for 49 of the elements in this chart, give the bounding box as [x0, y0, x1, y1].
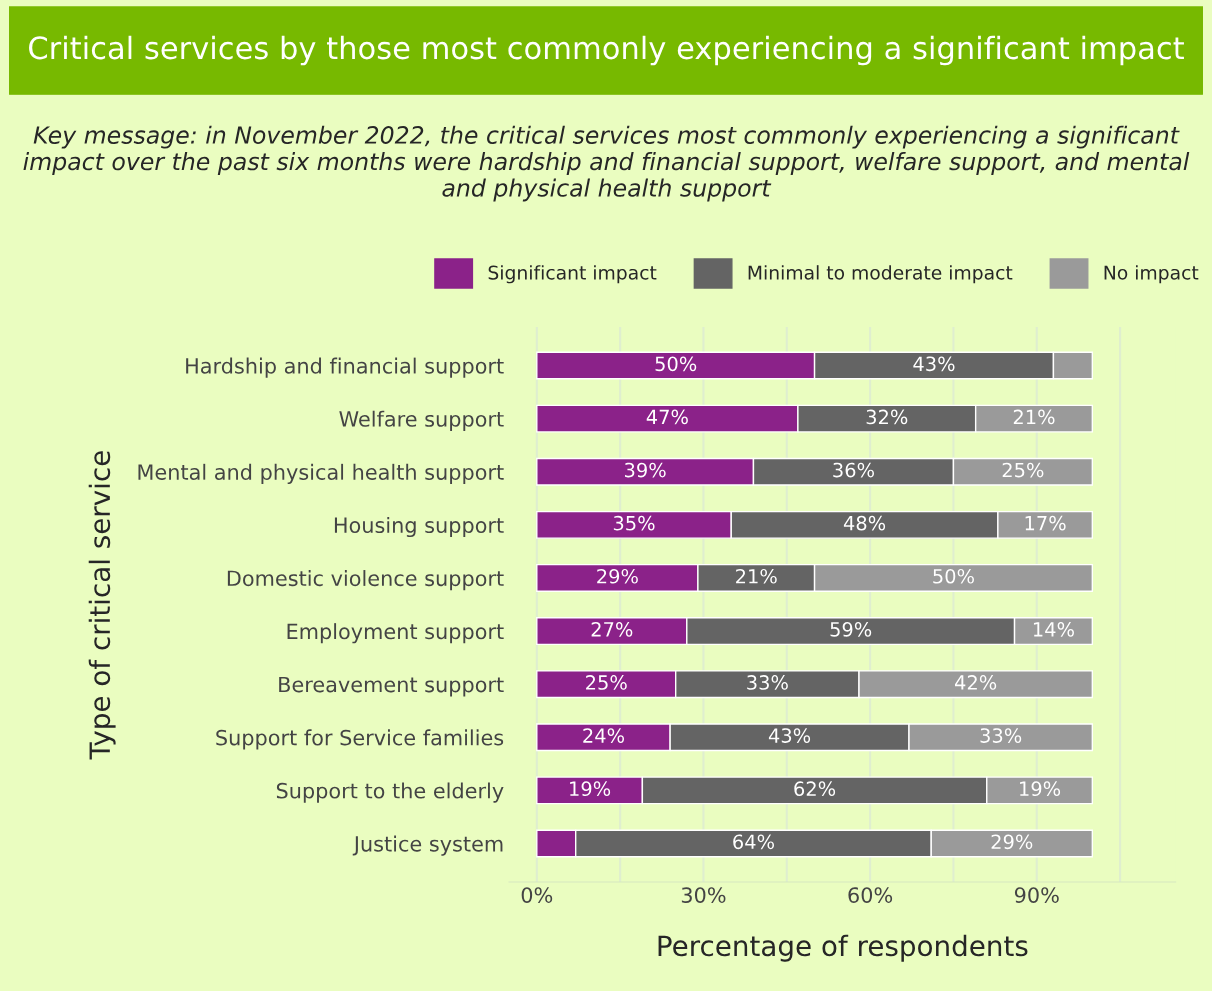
data-label: 25%: [1002, 462, 1044, 478]
y-axis-title: Type of critical service: [88, 451, 116, 760]
data-label: 32%: [866, 409, 908, 425]
data-label: 14%: [1033, 622, 1074, 637]
data-label: 17%: [1025, 515, 1066, 531]
data-label: 42%: [955, 675, 997, 690]
y-tick-label: Domestic violence support: [227, 570, 504, 591]
data-label: 43%: [913, 356, 955, 372]
x-tick-label: 0%: [521, 887, 553, 903]
y-tick-label: Bereavement support: [279, 676, 504, 697]
legend-label: Significant impact: [488, 265, 657, 284]
data-label: 62%: [794, 781, 836, 797]
data-label: 35%: [613, 515, 655, 531]
x-axis-title: Percentage of respondents: [658, 934, 1028, 962]
x-tick-label: 30%: [681, 887, 726, 903]
data-label: 39%: [625, 462, 666, 478]
y-tick-label: Housing support: [334, 516, 504, 538]
data-label: 27%: [591, 622, 633, 637]
y-tick-label: Welfare support: [339, 410, 504, 431]
data-label: 50%: [655, 356, 697, 372]
data-label: 33%: [980, 728, 1022, 743]
y-tick-label: Mental and physical health support: [138, 463, 504, 484]
y-tick-label: Hardship and financial support: [186, 357, 504, 378]
data-label: 25%: [586, 675, 627, 690]
data-label: 21%: [736, 568, 777, 584]
data-label: 36%: [833, 462, 874, 478]
data-label: 24%: [583, 728, 625, 743]
data-label: 43%: [768, 728, 811, 743]
y-tick-label: Employment support: [287, 623, 504, 644]
legend-label: No impact: [1104, 265, 1199, 284]
x-tick-label: 60%: [848, 887, 893, 903]
x-tick-label: 90%: [1014, 887, 1059, 903]
data-label: 50%: [933, 568, 974, 584]
legend-label: Minimal to moderate impact: [748, 265, 1013, 284]
data-label: 21%: [1013, 409, 1055, 425]
data-label: 48%: [843, 515, 886, 531]
data-label: 19%: [1020, 781, 1061, 797]
chart-subtitle: Key message: in November 2022, the critical services most commonly experiencing a significant impact over the past six months were hardship and financial support, welfare support, and mental and physical health support: [23, 125, 1190, 202]
data-label: 59%: [830, 622, 872, 637]
y-tick-label: Support to the elderly: [276, 782, 504, 803]
data-label: 29%: [991, 834, 1033, 850]
y-tick-label: Support for Service families: [216, 729, 504, 750]
data-label: 47%: [646, 409, 688, 425]
data-label: 64%: [733, 834, 774, 850]
data-label: 19%: [570, 781, 611, 797]
data-label: 33%: [747, 675, 788, 690]
data-label: 29%: [597, 568, 638, 584]
y-tick-label: Justice system: [352, 835, 503, 856]
chart-title: Critical services by those most commonly experiencing a significant impact: [29, 35, 1184, 66]
